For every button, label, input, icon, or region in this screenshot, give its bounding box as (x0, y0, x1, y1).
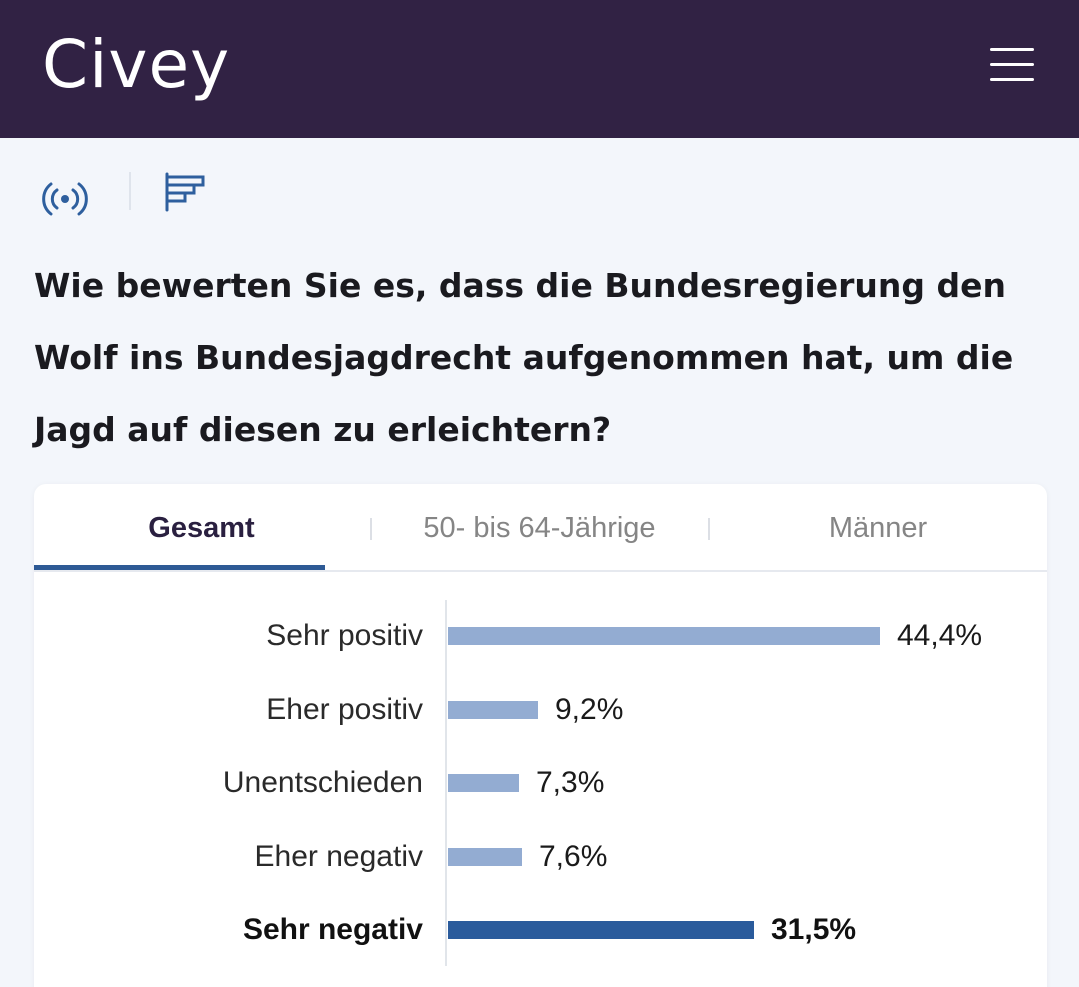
bar-category-label: Eher positiv (266, 692, 423, 726)
app-header: Civey (0, 0, 1079, 138)
bar-value-label: 31,5% (771, 913, 857, 946)
bar-category-label: Eher negativ (254, 839, 423, 873)
chart-axis (445, 600, 447, 966)
bar-value-label: 7,3% (536, 766, 605, 799)
civey-logo[interactable]: Civey (42, 26, 231, 103)
segment-tabs: Gesamt 50- bis 64-Jährige Männer (34, 484, 1047, 572)
bar-value-label: 7,6% (539, 839, 608, 873)
bar-row: Eher positiv 9,2% (34, 690, 1047, 730)
bar (448, 627, 880, 645)
bar-row: Sehr negativ 31,5% (34, 910, 1047, 950)
bar-category-label: Unentschieden (222, 766, 423, 799)
bar-row: Unentschieden 7,3% (34, 763, 1047, 803)
bar-row: Eher negativ 7,6% (34, 837, 1047, 877)
tab-maenner[interactable]: Männer (828, 511, 928, 544)
bar (448, 774, 519, 792)
bar-value-label: 9,2% (555, 692, 624, 726)
results-card: Gesamt 50- bis 64-Jährige Männer Sehr po… (34, 484, 1047, 987)
bar (448, 847, 522, 866)
bar-chart-icon[interactable] (160, 170, 210, 220)
bar-category-label: Sehr positiv (266, 619, 423, 652)
hamburger-menu-icon[interactable] (984, 44, 1040, 86)
bar (448, 700, 538, 719)
bar-row: Sehr positiv 44,4% (34, 616, 1047, 656)
bar (448, 921, 754, 939)
tab-divider (708, 518, 710, 540)
active-tab-indicator (34, 565, 325, 570)
bar-value-label: 44,4% (897, 619, 983, 652)
tab-50-64[interactable]: 50- bis 64-Jährige (423, 511, 656, 544)
broadcast-icon[interactable] (40, 168, 90, 218)
tab-gesamt[interactable]: Gesamt (148, 511, 255, 544)
poll-question: Wie bewerten Sie es, dass die Bundesregi… (34, 266, 1014, 449)
toolbar-divider (129, 172, 131, 210)
bar-category-label: Sehr negativ (242, 913, 423, 946)
view-toolbar (0, 160, 1079, 224)
tab-divider (370, 518, 372, 540)
